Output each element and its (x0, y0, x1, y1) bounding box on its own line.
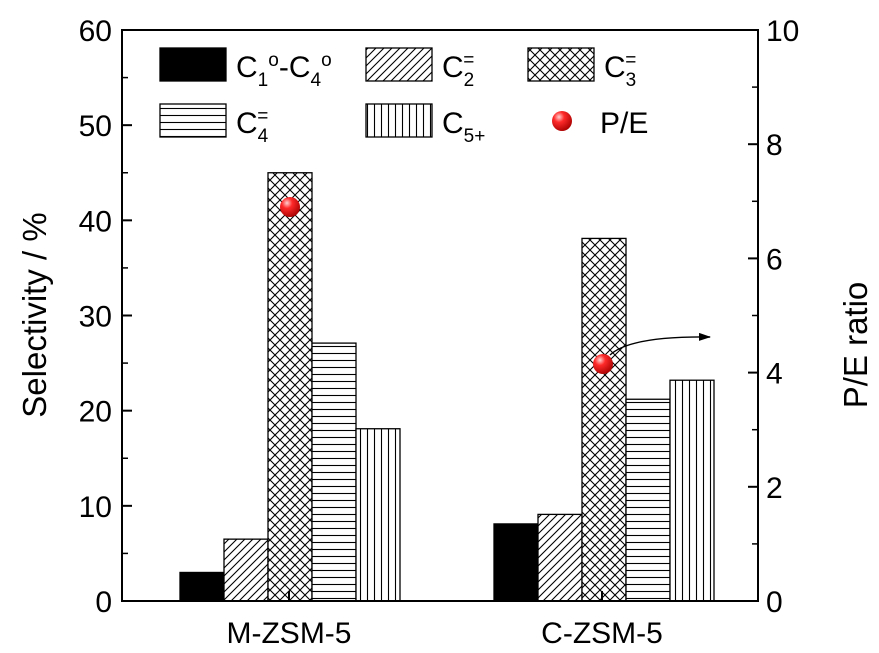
bar-c1oc4o-m-zsm-5 (179, 571, 225, 602)
legend: C1o-C4o C2= C3= C4= C5+ P/E (159, 47, 648, 147)
y-tick-label: 30 (79, 301, 112, 334)
y-tick-label: 60 (79, 15, 112, 48)
y-tick-label: 40 (79, 205, 112, 238)
bar-c2-m-zsm-5 (223, 538, 269, 602)
pe-marker-c-zsm-5 (593, 354, 613, 375)
markers-layer (280, 197, 613, 375)
bar-c1oc4o-c-zsm-5 (493, 523, 539, 602)
legend-label: C1o-C4o (236, 50, 332, 91)
y2-tick-label: 8 (766, 129, 783, 162)
x-tick-label: C-ZSM-5 (541, 617, 663, 650)
legend-swatch (159, 103, 227, 138)
y-tick-label: 10 (79, 491, 112, 524)
bar-c4-m-zsm-5 (311, 342, 357, 602)
right-axis-arrow (609, 332, 711, 356)
bars-layer (179, 172, 715, 602)
legend-swatch (527, 47, 595, 82)
legend-label: C3= (604, 50, 636, 91)
pe-marker-m-zsm-5 (280, 197, 300, 218)
y2-tick-label: 0 (766, 586, 783, 619)
legend-swatch (365, 103, 433, 138)
y-tick-label: 50 (79, 110, 112, 143)
bar-c3-c-zsm-5 (581, 237, 627, 602)
y2-axis-title: P/E ratio (837, 282, 874, 409)
bar-c3-m-zsm-5 (267, 172, 313, 602)
bar-c4-c-zsm-5 (625, 398, 671, 602)
x-tick-label: M-ZSM-5 (227, 617, 352, 650)
y2-tick-label: 10 (766, 15, 799, 48)
ticks-layer: 0 10 20 30 40 50 60 0 2 4 6 8 10 M-ZSM-5 C-ZSM-5 (79, 15, 800, 650)
y-tick-label: 20 (79, 396, 112, 429)
legend-label: P/E (600, 107, 648, 140)
y-tick-label: 0 (95, 586, 112, 619)
legend-swatch (365, 47, 433, 82)
bar-c2-c-zsm-5 (537, 513, 583, 602)
legend-pe-marker (552, 111, 572, 131)
y-axis-title: Selectivity / % (16, 212, 53, 417)
bar-c5-m-zsm-5 (355, 428, 401, 602)
y2-tick-label: 4 (766, 358, 783, 391)
legend-label: C2= (442, 50, 474, 91)
legend-label: C4= (236, 106, 269, 147)
y2-tick-label: 6 (766, 243, 783, 276)
y2-tick-label: 2 (766, 472, 783, 505)
bar-c5-c-zsm-5 (669, 379, 715, 602)
legend-swatch (159, 47, 227, 82)
legend-label: C5+ (442, 107, 485, 147)
